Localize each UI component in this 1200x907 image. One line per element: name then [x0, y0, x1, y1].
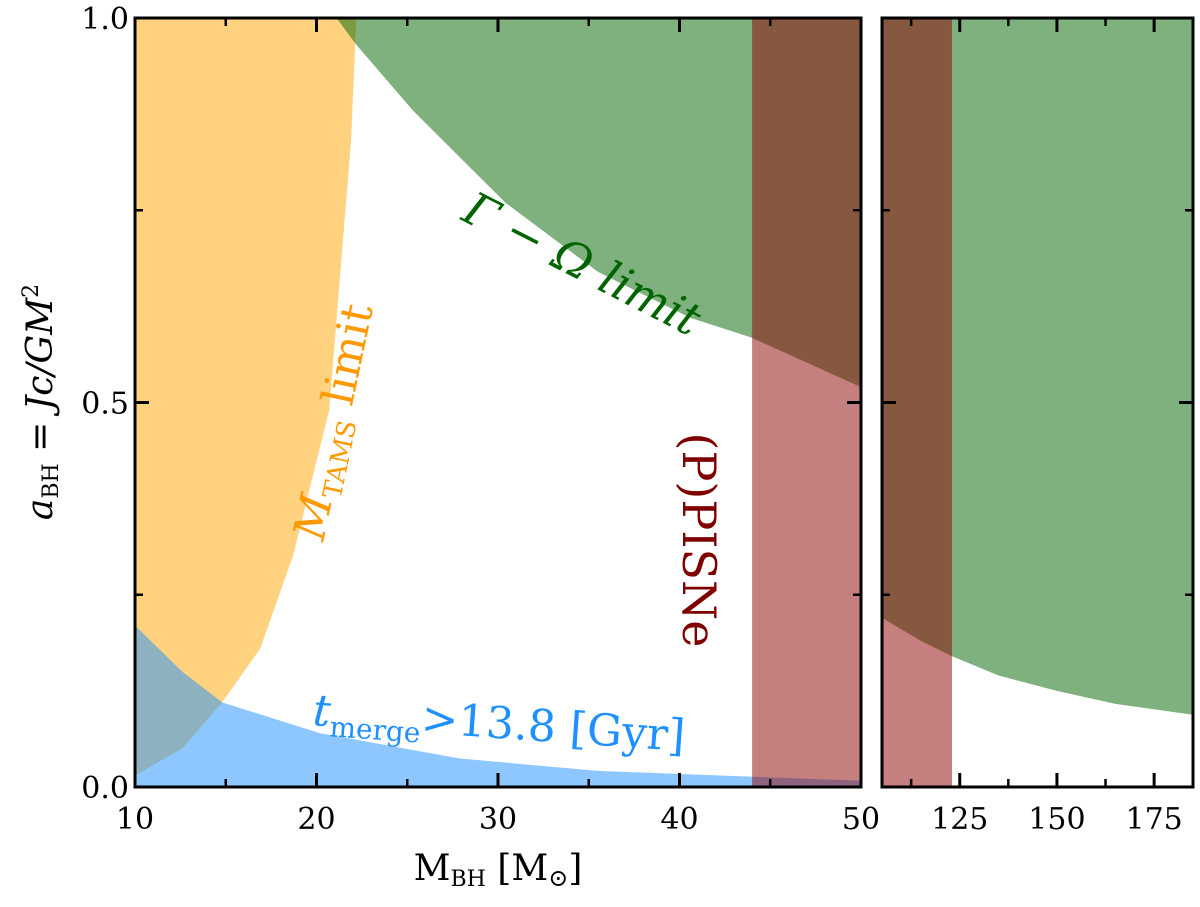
x-tick-label: 175 [1125, 802, 1182, 837]
ylabel-sup: 2 [19, 284, 44, 298]
x-tick-label: 30 [479, 802, 517, 837]
xlabel-sun: ⊙ [548, 864, 568, 892]
x-axis-label: MBH [M⊙] [414, 848, 583, 892]
ylabel-rest: = Jc/GM [20, 297, 61, 464]
x-tick-label: 150 [1028, 802, 1085, 837]
region--p-pisne [752, 18, 861, 787]
tmerge-sub: merge [328, 710, 421, 749]
y-tick-label: 0.5 [81, 387, 129, 422]
tmerge-t: t [311, 685, 333, 737]
left-panel: 10 20 30 40 50 0.0 0.5 1.0 [81, 2, 880, 837]
x-tick-label: 50 [842, 802, 880, 837]
ylabel-sub: BH [39, 463, 64, 498]
xlabel-main: M [414, 848, 451, 889]
xlabel-rest: [M [486, 848, 548, 889]
right-panel: 125 150 175 [880, 16, 1195, 837]
x-tick-label: 10 [116, 802, 154, 837]
region--p-pisne [882, 18, 952, 787]
xlabel-end: ] [568, 848, 582, 889]
y-axis-label: aBH = Jc/GM2 [19, 284, 64, 520]
region-m-tams-limit [135, 18, 357, 787]
region-t-merge-13-8-gyr [135, 625, 861, 787]
x-tick-label: 20 [297, 802, 335, 837]
tmerge-rest: >13.8 [Gyr] [420, 693, 687, 762]
xlabel-sub: BH [451, 867, 486, 892]
pisne-label: (P)PISNe [672, 433, 726, 648]
x-tick-label: 125 [931, 802, 988, 837]
tams-sub: TAMS [318, 418, 364, 502]
region-gamma-omega-limit [882, 18, 1193, 715]
y-tick-label: 0.0 [81, 771, 129, 806]
x-tick-label: 40 [660, 802, 698, 837]
region-gamma-omega-limit [336, 18, 861, 388]
y-tick-label: 1.0 [81, 2, 129, 37]
ylabel-a: a [20, 499, 61, 520]
